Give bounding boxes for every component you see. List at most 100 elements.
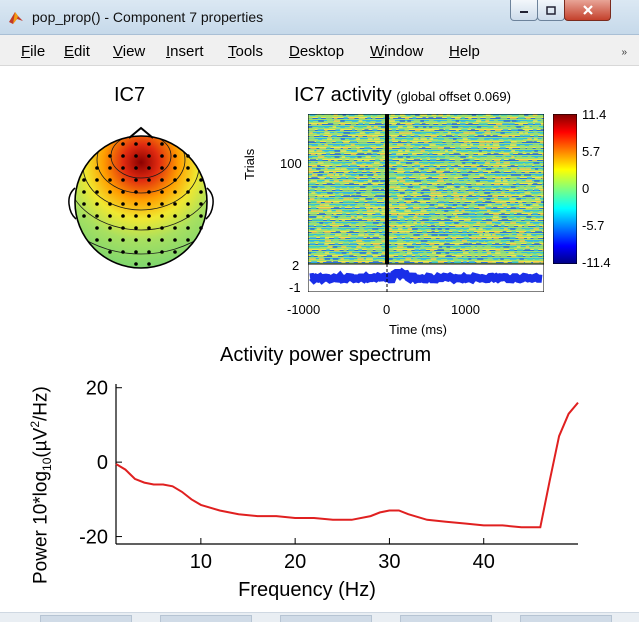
menu-desktop[interactable]: Desktop	[289, 43, 345, 60]
electrode-dot	[186, 190, 190, 194]
electrode-dot	[108, 190, 112, 194]
window-tab[interactable]	[40, 615, 132, 622]
electrode-dot	[173, 190, 177, 194]
electrode-dot	[134, 190, 138, 194]
menu-file[interactable]: File	[21, 43, 46, 60]
window-tab[interactable]	[520, 615, 612, 622]
y-tick-label: -20	[79, 527, 108, 549]
ylabel-part: (µV	[30, 427, 52, 458]
erp-trace-tick: 2	[292, 258, 300, 273]
erp-average-trace	[308, 264, 544, 292]
maximize-button[interactable]	[537, 0, 565, 21]
electrode-dot	[134, 142, 138, 146]
menu-help[interactable]: Help	[449, 43, 480, 60]
electrode-dot	[173, 250, 177, 254]
electrode-dot	[134, 154, 138, 158]
electrode-dot	[82, 178, 86, 182]
colorbar-tick: 5.7	[582, 144, 601, 159]
electrode-dot	[121, 154, 125, 158]
electrode-dot	[147, 226, 151, 230]
electrode-dot	[186, 226, 190, 230]
electrode-dot	[95, 166, 99, 170]
electrode-dot	[134, 202, 138, 206]
electrode-dot	[147, 262, 151, 266]
electrode-dot	[147, 154, 151, 158]
trials-tick-100: 100	[280, 156, 302, 171]
menu-edit[interactable]: Edit	[64, 43, 90, 60]
electrode-dot	[134, 178, 138, 182]
electrode-dot	[82, 214, 86, 218]
electrode-dot	[147, 250, 151, 254]
electrode-dot	[147, 238, 151, 242]
electrode-dot	[121, 166, 125, 170]
scalp-topography-map	[68, 126, 214, 269]
electrode-dot	[160, 154, 164, 158]
electrode-dot	[95, 190, 99, 194]
menu-overflow-icon[interactable]: »	[621, 47, 627, 58]
electrode-dot	[186, 214, 190, 218]
spectrum-plot-area	[116, 384, 578, 544]
electrode-dot	[199, 214, 203, 218]
electrode-dot	[173, 202, 177, 206]
electrode-dot	[160, 178, 164, 182]
electrode-dot	[160, 214, 164, 218]
minimize-button[interactable]	[510, 0, 538, 21]
matlab-logo-icon	[9, 12, 23, 24]
electrode-dot	[121, 226, 125, 230]
colorbar-tick: 11.4	[582, 107, 607, 122]
spectrum-line	[115, 401, 579, 529]
electrode-dot	[95, 226, 99, 230]
electrode-dot	[186, 202, 190, 206]
electrode-dot	[121, 178, 125, 182]
electrode-dot	[134, 166, 138, 170]
electrode-dot	[95, 178, 99, 182]
electrode-dot	[147, 190, 151, 194]
electrode-dot	[199, 226, 203, 230]
erp-trace-tick: -1	[289, 280, 301, 295]
power-spectrum-chart: 20 0 -20 10 20 30 40 Frequency (Hz)	[79, 378, 579, 601]
electrode-dot	[186, 166, 190, 170]
electrode-dot	[173, 166, 177, 170]
electrode-dot	[173, 178, 177, 182]
electrode-dot	[173, 226, 177, 230]
menu-window[interactable]: Window	[370, 43, 424, 60]
window-tab[interactable]	[160, 615, 252, 622]
electrode-dot	[134, 214, 138, 218]
electrode-dot	[121, 250, 125, 254]
electrode-dot	[121, 142, 125, 146]
electrode-dot	[121, 190, 125, 194]
title-bar[interactable]: pop_prop() - Component 7 properties	[0, 0, 639, 35]
electrode-dot	[82, 190, 86, 194]
colorbar-tick: 0	[582, 181, 590, 196]
spectrum-x-axis-label: Frequency (Hz)	[238, 579, 376, 601]
status-strip	[0, 612, 639, 622]
close-button[interactable]	[564, 0, 611, 21]
window-tab[interactable]	[400, 615, 492, 622]
electrode-dot	[108, 178, 112, 182]
electrode-dot	[95, 238, 99, 242]
menu-insert[interactable]: Insert	[166, 43, 204, 60]
menu-view[interactable]: View	[113, 43, 146, 60]
erp-image-title-main: IC7 activity	[294, 84, 392, 106]
electrode-dot	[186, 154, 190, 158]
y-tick-label: 20	[86, 378, 108, 400]
time-zero-marker	[385, 114, 389, 264]
electrode-dot	[108, 214, 112, 218]
electrode-dot	[173, 214, 177, 218]
electrode-dot	[121, 202, 125, 206]
x-tick-label: 10	[190, 551, 212, 573]
window-tab[interactable]	[280, 615, 372, 622]
x-tick-label: 30	[378, 551, 400, 573]
electrode-dot	[186, 238, 190, 242]
erp-image-title-offset: (global offset 0.069)	[396, 89, 511, 104]
topoplot-title: IC7	[114, 84, 146, 106]
electrode-dot	[121, 238, 125, 242]
electrode-dot	[95, 214, 99, 218]
menu-tools[interactable]: Tools	[228, 43, 264, 60]
ylabel-subscript: 10	[40, 457, 55, 471]
maximize-icon	[546, 5, 556, 15]
spectrum-title: Activity power spectrum	[220, 344, 432, 366]
electrode-dot	[147, 214, 151, 218]
electrode-dot	[147, 142, 151, 146]
ylabel-superscript: 2	[28, 420, 42, 428]
